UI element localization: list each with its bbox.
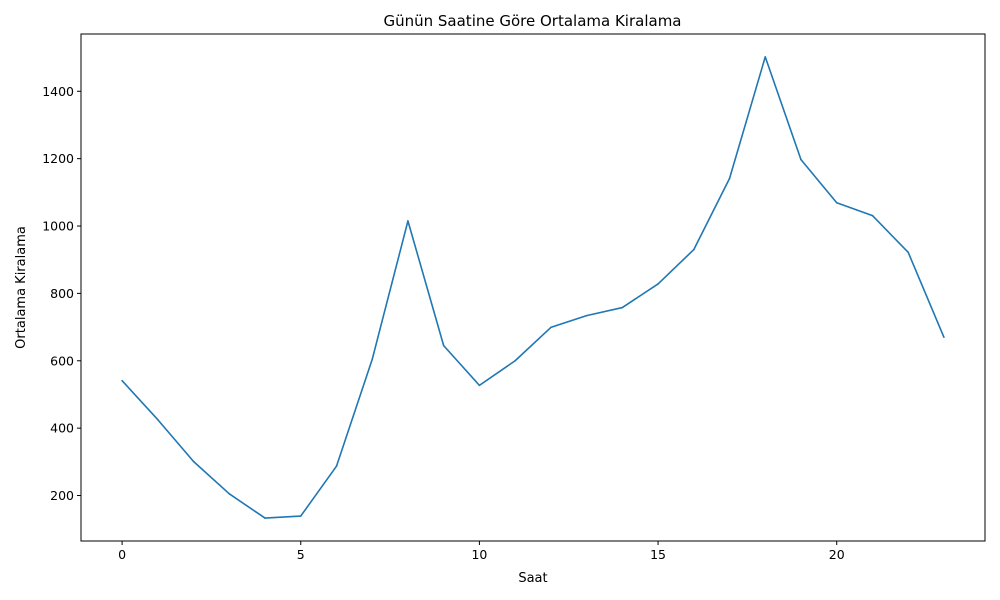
data-point bbox=[192, 460, 195, 463]
data-point bbox=[907, 251, 909, 254]
data-point bbox=[264, 517, 266, 519]
y-axis-ticks: 200 400 600 800 1000 1200 1400 bbox=[42, 84, 81, 503]
y-tick-label: 1200 bbox=[42, 151, 74, 166]
y-tick-label: 1000 bbox=[42, 219, 74, 234]
data-point bbox=[121, 379, 123, 382]
y-tick-label: 400 bbox=[50, 421, 74, 436]
data-point bbox=[800, 158, 802, 161]
y-tick-label: 200 bbox=[50, 488, 74, 503]
plot-frame bbox=[80, 33, 986, 542]
data-point bbox=[621, 306, 624, 309]
y-axis-title: Ortalama Kiralama bbox=[14, 226, 29, 349]
data-point bbox=[335, 465, 338, 468]
data-point bbox=[871, 214, 874, 217]
x-tick-label: 15 bbox=[650, 547, 666, 562]
data-point bbox=[157, 418, 159, 421]
data-point bbox=[442, 344, 445, 347]
data-point bbox=[692, 248, 695, 251]
y-tick-label: 1400 bbox=[42, 84, 74, 99]
data-point bbox=[514, 359, 516, 362]
x-tick-label: 5 bbox=[297, 547, 305, 562]
x-axis-ticks: 0 5 10 15 20 bbox=[118, 541, 845, 562]
data-point bbox=[299, 515, 302, 517]
y-tick-label: 600 bbox=[50, 353, 74, 368]
y-tick-label: 800 bbox=[50, 286, 74, 301]
x-tick-label: 0 bbox=[118, 547, 126, 562]
x-tick-label: 10 bbox=[471, 547, 487, 562]
data-point bbox=[478, 384, 481, 387]
data-point bbox=[728, 177, 731, 180]
chart-title: Günün Saatine Göre Ortalama Kiralama bbox=[383, 12, 681, 30]
data-point bbox=[657, 283, 659, 285]
x-tick-label: 20 bbox=[829, 547, 845, 562]
data-point bbox=[764, 56, 767, 58]
series-group bbox=[121, 56, 945, 519]
x-axis-title: Saat bbox=[518, 571, 547, 586]
series-line bbox=[121, 56, 945, 519]
data-point bbox=[407, 220, 409, 222]
data-point bbox=[835, 201, 838, 204]
data-point bbox=[550, 326, 552, 329]
data-point bbox=[585, 314, 588, 317]
data-point bbox=[228, 493, 231, 495]
data-point bbox=[371, 358, 374, 361]
data-point bbox=[943, 336, 945, 338]
